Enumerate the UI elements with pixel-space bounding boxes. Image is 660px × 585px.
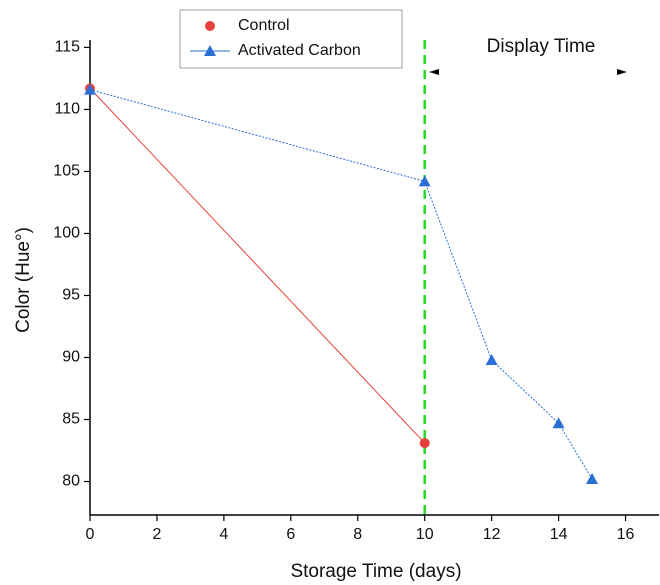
data-point (84, 83, 96, 95)
y-axis-label: Color (Hue°) (13, 227, 34, 333)
x-tick-label: 8 (353, 526, 362, 543)
x-tick-label: 6 (286, 526, 295, 543)
x-tick-label: 14 (550, 526, 568, 543)
data-point (485, 353, 498, 365)
x-tick-label: 0 (86, 526, 95, 543)
legend-marker (205, 21, 215, 31)
arrow-head (617, 69, 627, 75)
x-tick-label: 2 (152, 526, 161, 543)
x-tick-label: 16 (617, 526, 635, 543)
data-point (552, 417, 565, 429)
data-point (586, 473, 599, 485)
series-line (89, 89, 593, 480)
y-tick-label: 115 (54, 39, 80, 56)
x-axis-label: Storage Time (days) (290, 561, 461, 582)
legend-marker (204, 45, 216, 56)
legend-label: Control (238, 17, 290, 34)
x-tick-label: 10 (416, 526, 434, 543)
series-line (89, 88, 426, 444)
y-tick-label: 80 (62, 473, 80, 490)
arrow-head (429, 69, 439, 75)
data-point (418, 175, 431, 187)
x-tick-label: 12 (483, 526, 501, 543)
y-tick-label: 95 (62, 287, 80, 304)
y-tick-label: 90 (62, 349, 80, 366)
y-tick-label: 105 (53, 163, 80, 180)
legend-box (179, 9, 403, 69)
annotation: Display Time (487, 36, 596, 57)
legend-label: Activated Carbon (238, 42, 361, 59)
data-point (419, 438, 430, 449)
y-tick-label: 85 (62, 411, 80, 428)
y-tick-label: 100 (53, 225, 80, 242)
x-tick-label: 4 (219, 526, 228, 543)
y-tick-label: 110 (54, 101, 80, 118)
